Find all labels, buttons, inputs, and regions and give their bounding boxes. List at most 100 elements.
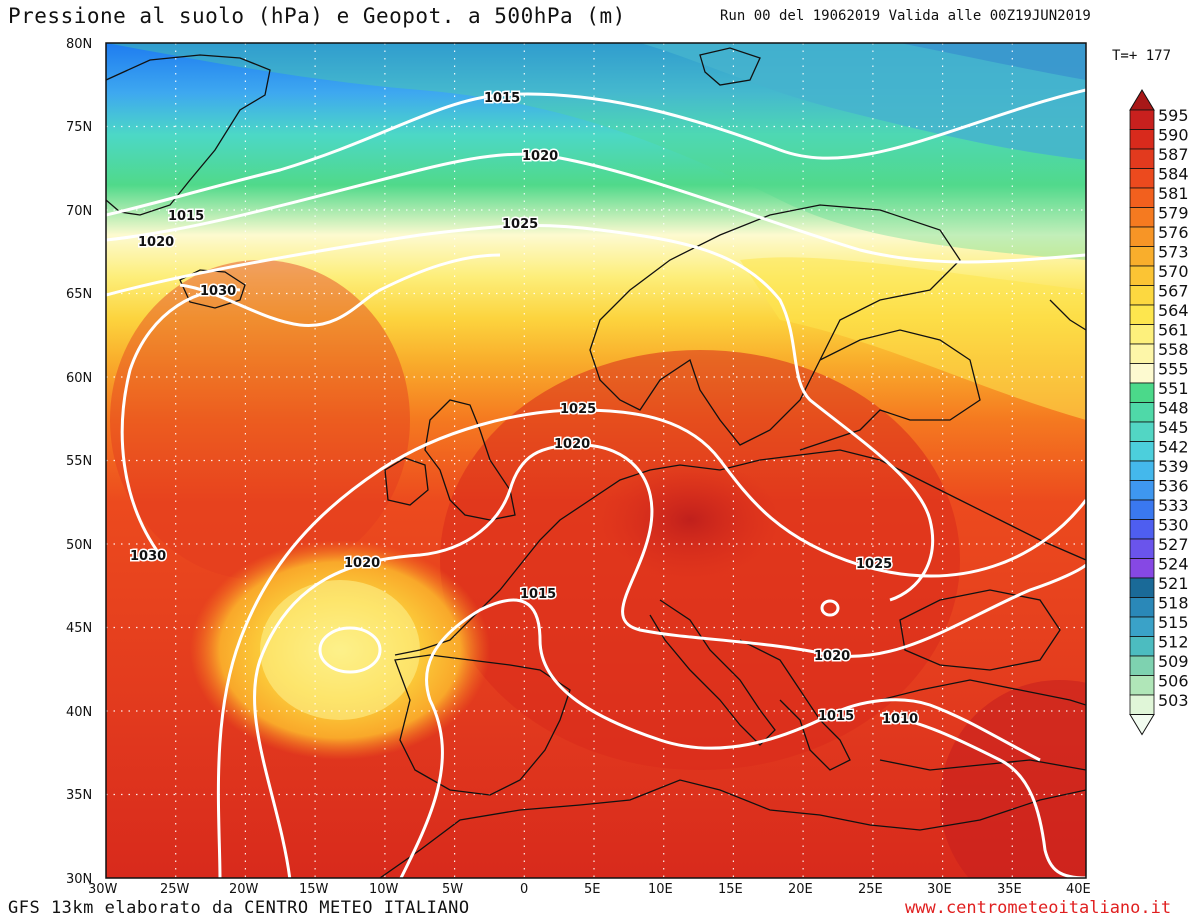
lon-label: 5E <box>584 882 601 897</box>
colorbar-swatch <box>1129 148 1155 169</box>
colorbar-label: 509 <box>1158 652 1189 671</box>
run-info: Run 00 del 19062019 Valida alle 00Z19JUN… <box>720 8 1091 24</box>
website-link[interactable]: www.centrometeoitaliano.it <box>905 898 1172 918</box>
isobar-label: 1020 <box>554 437 590 452</box>
isobar-label: 1015 <box>484 91 520 106</box>
lat-label: 65N <box>66 287 92 302</box>
balkans-coast <box>739 639 851 771</box>
isobar-label-group: 1015 1020 1025 1015 1020 1030 1025 1020 … <box>129 90 920 729</box>
colorbar-swatch <box>1129 655 1155 676</box>
lon-label: 20W <box>229 882 259 897</box>
colorbar-swatch <box>1129 616 1155 637</box>
lon-label: 15E <box>718 882 743 897</box>
colorbar-label: 515 <box>1158 613 1189 632</box>
lon-label: 0 <box>520 882 528 897</box>
baltic-coast <box>799 329 981 451</box>
lon-label: 35E <box>997 882 1022 897</box>
colorbar-swatch <box>1129 597 1155 618</box>
isobar-1010-se <box>879 713 1086 878</box>
model-credit: GFS 13km elaborato da CENTRO METEO ITALI… <box>8 898 470 918</box>
colorbar-swatch <box>1129 168 1155 189</box>
colorbar-label: 587 <box>1158 145 1189 164</box>
lon-label: 30E <box>927 882 952 897</box>
isobar-label: 1020 <box>138 235 174 250</box>
scandinavia-coast <box>589 204 961 446</box>
lat-label: 35N <box>66 788 92 803</box>
isobar-1020-north <box>106 152 1086 264</box>
colorbar-swatch <box>1129 246 1155 267</box>
colorbar-label: 561 <box>1158 320 1189 339</box>
italy-coast <box>649 599 776 746</box>
colorbar-label: 555 <box>1158 359 1189 378</box>
lon-label: 20E <box>788 882 813 897</box>
lon-label: 10W <box>369 882 399 897</box>
colorbar-bottom-arrow <box>1129 714 1155 736</box>
colorbar-swatch <box>1129 187 1155 208</box>
isobar-label: 1010 <box>882 712 918 727</box>
colorbar-label: 576 <box>1158 223 1189 242</box>
isobar-1030-iceland <box>179 253 501 328</box>
iberia-coast <box>394 654 571 796</box>
map-title: Pressione al suolo (hPa) e Geopot. a 500… <box>8 4 626 28</box>
colorbar-swatch <box>1129 324 1155 345</box>
lat-label: 75N <box>66 120 92 135</box>
colorbar-swatch <box>1129 363 1155 384</box>
colorbar-label: 548 <box>1158 398 1189 417</box>
isobar-label: 1015 <box>818 709 854 724</box>
lon-label: 15W <box>299 882 329 897</box>
map-frame <box>105 42 1087 879</box>
colorbar-swatch <box>1129 480 1155 501</box>
isobar-label: 1025 <box>560 402 596 417</box>
colorbar-label: 542 <box>1158 437 1189 456</box>
colorbar-swatch <box>1129 577 1155 598</box>
colorbar-swatch <box>1129 343 1155 364</box>
lon-label: 10E <box>648 882 673 897</box>
isobar-label: 1030 <box>200 284 236 299</box>
isobar-label: 1015 <box>520 587 556 602</box>
isobar-1025-north <box>106 223 935 602</box>
colorbar-swatch <box>1129 675 1155 696</box>
isobar-label: 1020 <box>522 149 558 164</box>
east-coast <box>1049 299 1086 331</box>
colorbar-swatch <box>1129 226 1155 247</box>
colorbar-swatch <box>1129 129 1155 150</box>
colorbar-label: 539 <box>1158 457 1189 476</box>
isobar-1015-south <box>399 598 1041 878</box>
isobars <box>106 88 1086 878</box>
colorbar-swatch <box>1129 636 1155 657</box>
colorbar-swatch <box>1129 304 1155 325</box>
colorbar-swatch <box>1129 558 1155 579</box>
colorbar-label: 506 <box>1158 671 1189 690</box>
svalbard-coast <box>699 47 761 86</box>
colorbar-swatch <box>1129 421 1155 442</box>
europe-coast <box>394 449 1086 656</box>
ireland-coast <box>384 457 429 506</box>
isobar-label: 1025 <box>856 557 892 572</box>
turkey-coast <box>879 679 1086 771</box>
colorbar-label: 533 <box>1158 496 1189 515</box>
colorbar-label: 512 <box>1158 632 1189 651</box>
colorbar-label: 570 <box>1158 262 1189 281</box>
colorbar-swatch <box>1129 694 1155 715</box>
isobar-1030-west <box>120 287 241 556</box>
isobar-label: 1030 <box>130 549 166 564</box>
lon-label: 30W <box>88 882 118 897</box>
colorbar-label: 579 <box>1158 203 1189 222</box>
colorbar-label: 590 <box>1158 125 1189 144</box>
lat-label: 80N <box>66 37 92 52</box>
iceland-coast <box>179 269 246 309</box>
britain-coast <box>424 399 516 521</box>
isobar-label: 1025 <box>502 217 538 232</box>
lat-label: 60N <box>66 371 92 386</box>
colorbar-top-arrow <box>1129 89 1155 111</box>
colorbar-swatch <box>1129 109 1155 130</box>
colorbar-swatch <box>1129 402 1155 423</box>
colorbar-swatch <box>1129 460 1155 481</box>
lat-label: 70N <box>66 204 92 219</box>
colorbar-label: 521 <box>1158 574 1189 593</box>
colorbar-swatch <box>1129 519 1155 540</box>
colorbar-label: 545 <box>1158 418 1189 437</box>
lon-label: 25E <box>858 882 883 897</box>
colorbar-swatch <box>1129 441 1155 462</box>
colorbar-label: 573 <box>1158 242 1189 261</box>
